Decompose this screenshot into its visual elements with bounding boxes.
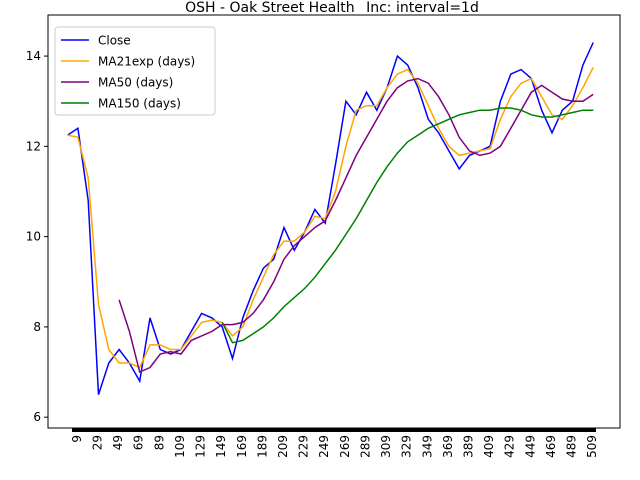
x-tick-label: 69 (132, 435, 146, 450)
x-tick-label: 409 (482, 435, 496, 458)
x-tick-label: 449 (523, 435, 537, 458)
x-tick-label: 309 (379, 435, 393, 458)
x-tick-label: 229 (297, 435, 311, 458)
x-tick-label: 349 (420, 435, 434, 458)
legend-label: MA21exp (days) (98, 55, 195, 69)
x-tick-label: 429 (503, 435, 517, 458)
x-tick-label: 189 (255, 435, 269, 458)
x-tick-label: 29 (90, 435, 104, 450)
x-tick-label: 89 (152, 435, 166, 450)
x-tick-label: 469 (544, 435, 558, 458)
x-tick-label: 509 (585, 435, 599, 458)
minor-tick-band (72, 428, 596, 432)
x-tick-label: 289 (358, 435, 372, 458)
legend-label: MA50 (days) (98, 76, 173, 90)
legend-label: Close (98, 34, 131, 48)
x-tick-label: 209 (276, 435, 290, 458)
x-tick-label: 49 (111, 435, 125, 450)
x-tick-label: 9 (70, 435, 84, 443)
chart-title: OSH - Oak Street Health_ Inc: interval=1… (185, 0, 479, 16)
x-tick-label: 389 (461, 435, 475, 458)
y-tick-label: 12 (26, 139, 41, 153)
x-tick-label: 109 (173, 435, 187, 458)
y-tick-label: 6 (33, 410, 41, 424)
x-tick-label: 169 (235, 435, 249, 458)
legend: Close MA21exp (days) MA50 (days) MA150 (day… (54, 26, 216, 116)
x-tick-label: 489 (565, 435, 579, 458)
legend-label: MA150 (days) (98, 97, 181, 111)
axes-frame (47, 14, 621, 429)
y-tick-label: 14 (26, 49, 41, 63)
legend-box (54, 26, 216, 116)
x-tick-label: 149 (214, 435, 228, 458)
x-tick-label: 329 (400, 435, 414, 458)
x-tick-label: 269 (338, 435, 352, 458)
x-tick-label: 129 (194, 435, 208, 458)
y-tick-label: 8 (33, 320, 41, 334)
series-line (118, 77, 594, 374)
series-line (67, 42, 594, 395)
y-tick-label: 10 (26, 230, 41, 244)
series-line (221, 107, 594, 344)
x-tick-label: 369 (441, 435, 455, 458)
x-tick-label: 249 (317, 435, 331, 458)
